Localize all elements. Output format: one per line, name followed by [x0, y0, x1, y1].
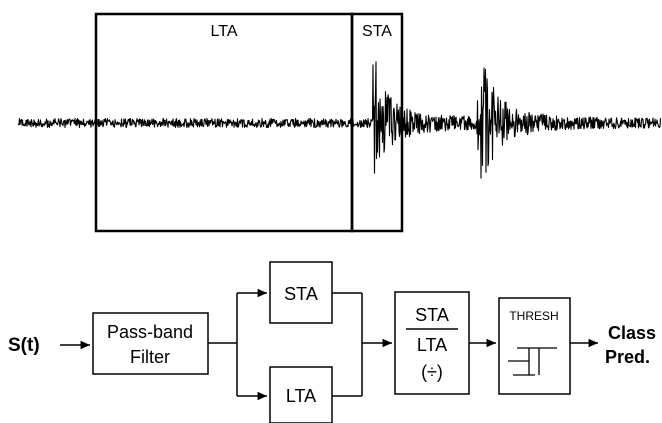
- output-label-line2: Pred.: [605, 347, 650, 367]
- ratio-denominator: LTA: [417, 335, 447, 355]
- lta-box: [269, 366, 333, 423]
- sta-window: [350, 12, 404, 233]
- sta-box-label: STA: [284, 284, 318, 304]
- seismic-waveform-trace: [17, 61, 662, 179]
- filter-label-line1: Pass-band: [107, 322, 193, 342]
- merge-connectors: [332, 292, 392, 397]
- split-connectors: [208, 288, 267, 401]
- filter-label-line2: Filter: [130, 347, 170, 367]
- lta-window-label: LTA: [211, 23, 238, 40]
- ratio-box: [394, 291, 470, 395]
- threshold-box: [498, 297, 571, 395]
- passband-filter-box: [92, 312, 209, 375]
- input-signal-label: S(t): [8, 335, 40, 356]
- threshold-label: THRESH: [509, 309, 558, 323]
- ratio-numerator: STA: [415, 305, 449, 325]
- ratio-divide-symbol: (÷): [421, 362, 443, 382]
- sta-box: [269, 261, 333, 324]
- sta-window-label: STA: [362, 23, 392, 40]
- hysteresis-step-icon: [508, 347, 557, 376]
- lta-box-label: LTA: [286, 386, 316, 406]
- output-label-line1: Class: [608, 323, 656, 343]
